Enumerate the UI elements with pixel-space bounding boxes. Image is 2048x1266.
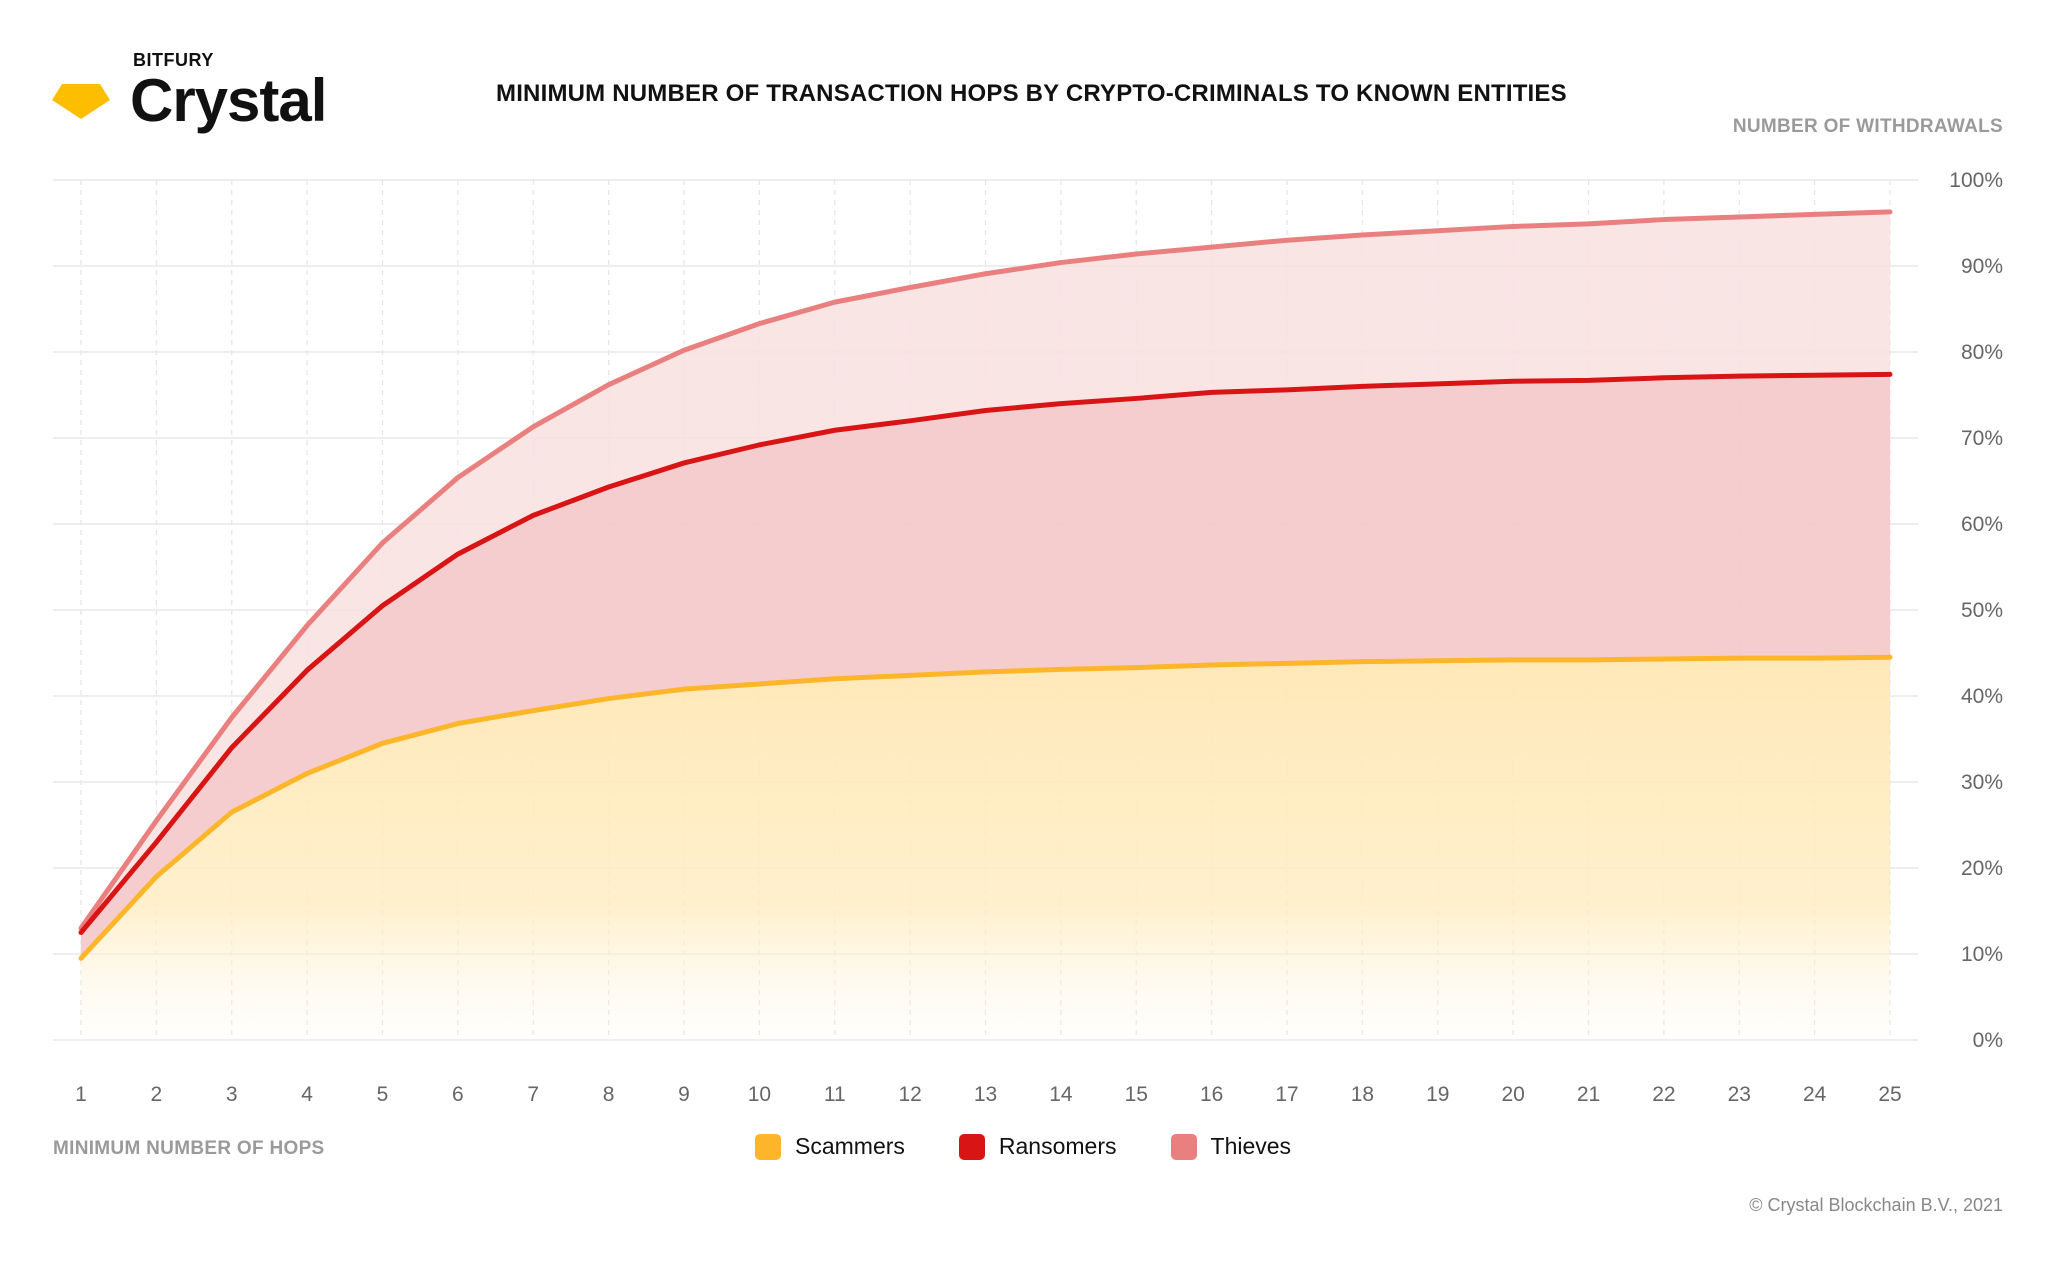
x-tick-label: 5	[377, 1083, 389, 1106]
y-tick-label: 30%	[1961, 771, 2003, 794]
x-tick-label: 11	[824, 1083, 846, 1106]
legend-label-scammers: Scammers	[795, 1133, 905, 1159]
y-tick-label: 10%	[1961, 943, 2003, 966]
legend-item-scammers[interactable]: Scammers	[755, 1133, 905, 1160]
x-tick-label: 8	[603, 1083, 615, 1106]
x-tick-label: 10	[748, 1083, 771, 1106]
series-line-ransomers	[78, 371, 1893, 935]
legend-swatch-scammers	[755, 1133, 781, 1160]
x-tick-label: 13	[974, 1083, 997, 1106]
x-tick-label: 16	[1200, 1083, 1223, 1106]
x-tick-label: 9	[678, 1083, 690, 1106]
copyright: © Crystal Blockchain B.V., 2021	[1749, 1195, 2003, 1215]
x-tick-label: 14	[1049, 1083, 1073, 1106]
x-tick-label: 15	[1125, 1083, 1148, 1106]
x-tick-label: 6	[452, 1083, 464, 1106]
legend: Scammers Ransomers Thieves	[755, 1133, 1345, 1160]
x-axis-title: MINIMUM NUMBER OF HOPS	[53, 1138, 325, 1159]
area-ransomers	[81, 374, 1890, 959]
y-tick-label: 20%	[1961, 857, 2003, 880]
y-tick-label: 60%	[1961, 513, 2003, 536]
x-tick-label: 23	[1728, 1083, 1751, 1106]
x-tick-label: 2	[151, 1083, 163, 1106]
area-scammers	[81, 657, 1890, 1040]
y-tick-label: 0%	[1973, 1029, 2003, 1052]
x-tick-label: 7	[527, 1083, 539, 1106]
legend-item-ransomers[interactable]: Ransomers	[958, 1133, 1117, 1160]
y-axis-title: NUMBER OF WITHDRAWALS	[1732, 116, 2003, 137]
y-tick-label: 100%	[1949, 169, 2003, 192]
legend-swatch-ransomers	[958, 1133, 985, 1160]
legend-swatch-thieves	[1170, 1133, 1197, 1160]
x-tick-label: 18	[1351, 1083, 1374, 1106]
legend-item-thieves[interactable]: Thieves	[1170, 1133, 1292, 1160]
x-tick-label: 25	[1878, 1083, 1901, 1106]
area-thieves	[81, 211, 1890, 933]
x-tick-label: 3	[226, 1083, 238, 1106]
x-tick-label: 21	[1577, 1083, 1600, 1106]
series-line-thieves	[78, 209, 1893, 931]
legend-label-thieves: Thieves	[1210, 1133, 1292, 1159]
legend-label-ransomers: Ransomers	[998, 1133, 1117, 1159]
x-tick-label: 22	[1652, 1083, 1675, 1106]
y-tick-label: 80%	[1961, 341, 2003, 364]
brand-name: Crystal	[130, 67, 327, 134]
y-tick-label: 40%	[1961, 685, 2003, 708]
x-tick-label: 12	[898, 1083, 921, 1106]
y-tick-label: 70%	[1961, 427, 2003, 450]
series-line-scammers	[78, 654, 1893, 961]
x-tick-label: 24	[1803, 1083, 1827, 1106]
brand-small: BITFURY	[133, 50, 214, 70]
x-tick-label: 1	[75, 1083, 87, 1106]
x-tick-label: 19	[1426, 1083, 1449, 1106]
x-tick-label: 20	[1501, 1083, 1524, 1106]
x-tick-label: 17	[1275, 1083, 1298, 1106]
chart-title: MINIMUM NUMBER OF TRANSACTION HOPS BY CR…	[496, 80, 1567, 107]
x-tick-label: 4	[301, 1083, 313, 1106]
y-tick-label: 50%	[1961, 599, 2003, 622]
crystal-logo-icon	[52, 84, 110, 119]
y-tick-label: 90%	[1961, 255, 2003, 278]
